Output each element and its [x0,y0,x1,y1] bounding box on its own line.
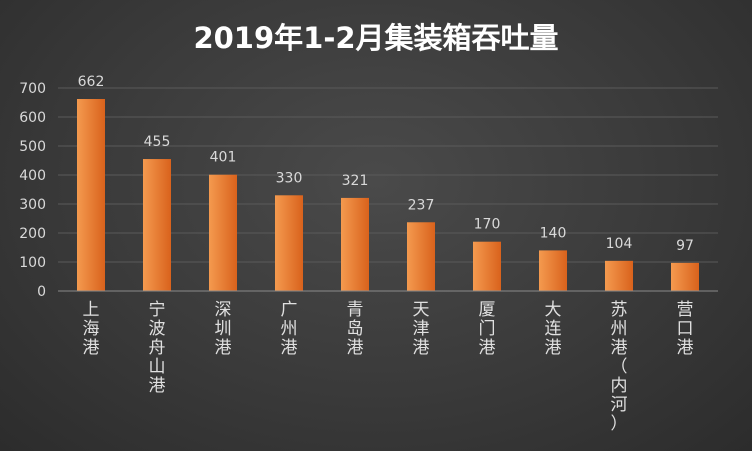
y-tick-label: 700 [19,81,46,97]
category-labels: 上海港 宁波舟山港 深圳港 广州港 青岛港 天津港 厦门港 大连港 苏州港（内河） 营口港 [83,300,694,434]
data-label: 97 [676,238,694,254]
y-tick-label: 300 [19,197,46,213]
bar [473,241,501,291]
y-tick-label: 0 [37,284,46,300]
y-tick-label: 600 [19,110,46,126]
data-label: 455 [144,134,171,150]
chart-title: 2019年1-2月集装箱吞吐量 [193,21,558,55]
y-tick-label: 200 [19,226,46,242]
data-label: 401 [210,150,237,166]
category-label: 天津港 [413,300,430,358]
data-label: 140 [540,225,567,241]
category-label: 大连港 [545,300,562,358]
data-labels: 662 455 401 330 321 237 170 140 104 97 [78,74,694,254]
bar [209,174,237,291]
data-label: 170 [474,217,501,233]
y-tick-label: 100 [19,255,46,271]
bar [407,222,435,291]
bar [671,262,699,291]
category-label: 营口港 [677,300,694,358]
y-axis-ticks: 0 100 200 300 400 500 600 700 [19,81,46,300]
category-label: 苏州港（内河） [611,300,628,434]
category-label: 深圳港 [215,300,232,358]
category-label: 宁波舟山港 [149,300,166,396]
bars [77,99,699,292]
data-label: 662 [78,74,105,90]
bar [275,195,303,291]
data-label: 104 [606,236,633,252]
data-label: 321 [342,173,369,189]
category-label: 青岛港 [347,300,364,358]
category-label: 广州港 [281,300,298,358]
category-label: 上海港 [83,300,100,358]
bar [143,159,171,291]
y-tick-label: 400 [19,168,46,184]
bar [539,250,567,291]
category-label: 厦门港 [479,300,496,358]
bar [77,99,105,292]
data-label: 237 [408,197,435,213]
y-tick-label: 500 [19,139,46,155]
data-label: 330 [276,170,303,186]
bar [605,260,633,291]
bar [341,197,369,291]
